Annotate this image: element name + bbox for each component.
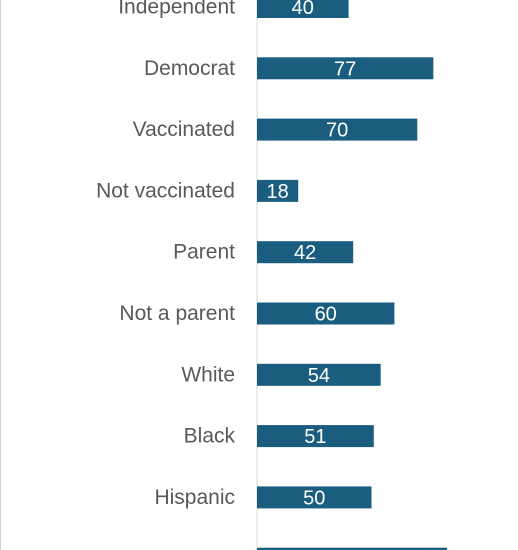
bar-hispanic xyxy=(257,486,372,509)
category-label: Not vaccinated xyxy=(96,179,235,202)
value-label: 54 xyxy=(308,365,330,387)
bar-white xyxy=(257,363,381,386)
bar-democrat xyxy=(257,57,434,80)
bar-not-vaccinated xyxy=(257,179,299,202)
bar-independent xyxy=(257,0,349,18)
value-label: 51 xyxy=(304,426,326,448)
bar-not-a-parent xyxy=(257,302,395,325)
value-label: 42 xyxy=(294,242,316,264)
category-label: Hispanic xyxy=(154,486,235,509)
value-label: 77 xyxy=(334,58,356,80)
category-label: Black xyxy=(184,425,236,448)
category-label: Independent xyxy=(118,0,235,19)
category-label: Democrat xyxy=(144,57,235,80)
value-label: 40 xyxy=(292,0,314,19)
bar-parent xyxy=(257,241,354,264)
bar-row-9 xyxy=(257,547,448,550)
category-label: White xyxy=(181,363,235,386)
value-label: 70 xyxy=(326,120,348,142)
bar-vaccinated xyxy=(257,118,418,141)
value-label: 60 xyxy=(315,304,337,326)
bars-layer xyxy=(257,0,448,550)
category-label: Parent xyxy=(173,241,235,264)
bar-black xyxy=(257,425,374,448)
category-label: Not a parent xyxy=(119,302,235,325)
value-label: 18 xyxy=(266,181,288,203)
category-label: Vaccinated xyxy=(133,118,235,141)
value-label: 50 xyxy=(303,487,325,509)
labels-layer: Independent 40 Democrat 77 Vaccinated 70 Not v… xyxy=(96,0,356,509)
